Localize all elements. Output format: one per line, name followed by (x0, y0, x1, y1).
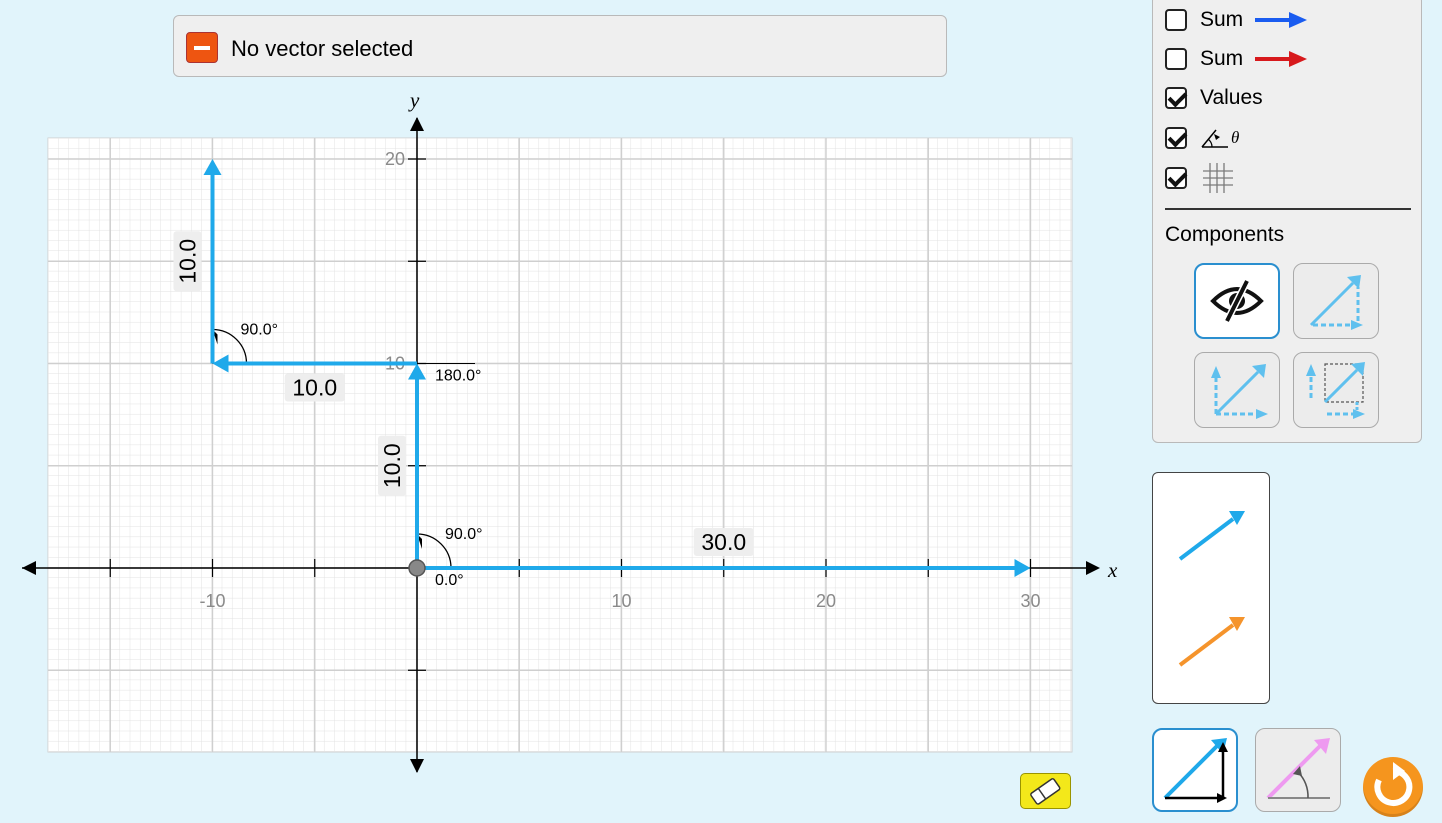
cartesian-vector-icon (1163, 738, 1228, 803)
eye-slash-icon (1210, 279, 1264, 323)
angle-label: 90.0° (445, 526, 483, 543)
orange-vector-source[interactable] (1153, 583, 1269, 703)
sum-blue-label: Sum (1200, 8, 1244, 31)
magnitude-label-text: 10.0 (292, 375, 337, 401)
magnitude-label-box (173, 231, 202, 292)
sum-blue-checkbox[interactable] (1165, 9, 1187, 31)
magnitude-label-text: 10.0 (175, 239, 201, 284)
eraser-button[interactable] (1020, 773, 1071, 809)
angle-arc (212, 328, 248, 364)
angle-label: 0.0° (435, 572, 464, 589)
vector-status-bar: No vector selected (173, 15, 947, 77)
vector-creator-box (1152, 472, 1270, 704)
cartesian-mode-button[interactable] (1152, 728, 1238, 812)
polar-vector-icon (1266, 738, 1330, 800)
sum-red-label: Sum (1200, 47, 1244, 70)
vector-labels: 0.0° 30.0 90.0° 10.0 180.0° 10.0 90.0° 10.0 (173, 231, 754, 589)
x-tick-label: 10 (611, 591, 631, 611)
magnitude-label: 10.0 (284, 373, 345, 402)
angle-checkbox[interactable] (1165, 127, 1187, 149)
angle-label: 180.0° (435, 368, 481, 385)
values-checkbox[interactable] (1165, 87, 1187, 109)
reset-icon (1374, 762, 1413, 806)
angle-label: 90.0° (241, 322, 279, 339)
values-row[interactable]: Values (1165, 83, 1263, 113)
theta-label: θ (1231, 128, 1240, 147)
eraser-icon (1030, 778, 1061, 805)
sum-blue-row[interactable]: Sum (1165, 5, 1309, 35)
magnitude-label-box (693, 528, 754, 556)
y-axis-bottom-arrow (410, 759, 424, 773)
x-axis-right-arrow (1086, 561, 1100, 575)
vector-head (1014, 559, 1031, 577)
magnitude-label: 10.0 (173, 231, 202, 292)
magnitude-label-box (378, 435, 406, 496)
triangle-components-icon (1309, 275, 1363, 330)
x-axis-left-arrow (22, 561, 36, 575)
sum-red-row[interactable]: Sum (1165, 44, 1309, 74)
y-tick-label: 20 (385, 149, 405, 169)
y-axis-label: y (408, 88, 420, 112)
minor-grid (48, 138, 1072, 752)
grid-row[interactable] (1165, 163, 1236, 193)
x-tick-label: 30 (1020, 591, 1040, 611)
magnitude-label-box (284, 373, 345, 402)
magnitude-label: 10.0 (378, 435, 406, 496)
angle-icon (1201, 129, 1228, 148)
vector-head (212, 354, 229, 373)
sum-red-checkbox[interactable] (1165, 48, 1187, 70)
status-text: No vector selected (231, 36, 414, 61)
blue-vector-source[interactable] (1153, 473, 1269, 583)
components-title: Components (1165, 223, 1285, 246)
x-axis-label: x (1107, 558, 1118, 582)
magnitude-label: 30.0 (693, 528, 754, 556)
x-tick-label: -10 (199, 591, 225, 611)
panel-divider (1165, 208, 1411, 210)
vector-head (203, 159, 222, 175)
grid-icon (1203, 163, 1233, 193)
red-arrow-icon (1255, 51, 1308, 67)
components-triangle-button[interactable] (1293, 263, 1379, 339)
parallel-components-icon (1211, 364, 1268, 419)
x-tick-label: 20 (816, 591, 836, 611)
magnitude-label-text: 10.0 (379, 443, 405, 488)
blue-arrow-icon (1255, 12, 1308, 28)
control-panel: Sum Sum Values θ (1152, 0, 1422, 443)
vectors[interactable] (203, 159, 1031, 577)
magnitude-label-text: 30.0 (701, 529, 746, 555)
projection-components-icon (1306, 362, 1365, 419)
polar-mode-button[interactable] (1255, 728, 1341, 812)
components-hidden-button[interactable] (1194, 263, 1280, 339)
angle-arc (416, 533, 452, 569)
angle-row[interactable]: θ (1165, 123, 1239, 153)
values-label: Values (1200, 86, 1263, 109)
components-parallelogram-button[interactable] (1194, 352, 1280, 428)
reset-button[interactable] (1363, 757, 1423, 817)
components-projection-button[interactable] (1293, 352, 1379, 428)
vector-head (408, 363, 426, 380)
minus-icon (186, 32, 218, 63)
y-axis-top-arrow (410, 117, 424, 131)
origin-handle[interactable] (408, 559, 426, 577)
grid-checkbox[interactable] (1165, 167, 1187, 189)
